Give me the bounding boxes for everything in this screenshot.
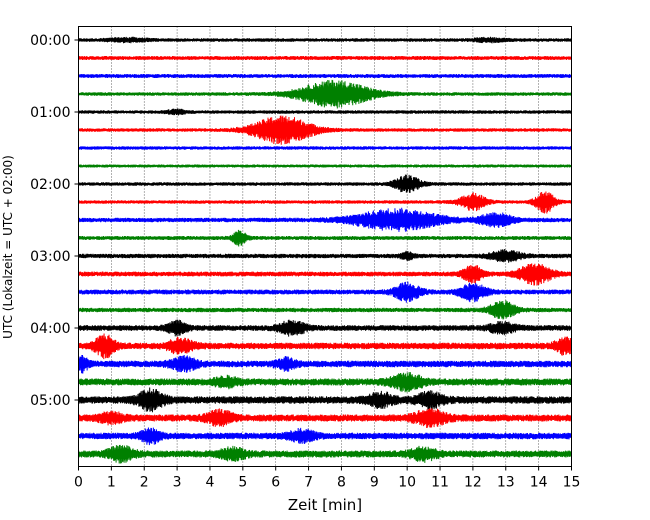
x-tick-label: 3 — [173, 475, 182, 491]
y-axis-ticks: 00:00 01:00 02:00 03:00 04:00 05:00 — [30, 33, 79, 409]
trace-row-0330 — [78, 281, 572, 303]
grid-lines — [111, 26, 539, 467]
x-tick-label: 0 — [74, 475, 83, 491]
trace-row-0400 — [78, 319, 572, 337]
trace-row-0245 — [78, 229, 572, 247]
x-tick-label: 6 — [271, 475, 280, 491]
x-tick-label: 1 — [107, 475, 116, 491]
y-tick-label: 05:00 — [30, 393, 70, 409]
x-tick-label: 10 — [398, 475, 416, 491]
trace-row-0500 — [78, 387, 572, 413]
trace-row-0200 — [78, 174, 572, 193]
trace-row-0230 — [78, 207, 572, 232]
trace-row-0545 — [78, 444, 572, 464]
trace-row-0130 — [78, 146, 572, 150]
x-tick-label: 11 — [431, 475, 449, 491]
x-tick-label: 7 — [304, 475, 313, 491]
x-tick-label: 5 — [238, 475, 247, 491]
x-axis-ticks: 0 1 2 3 4 5 6 7 8 9 10 11 12 13 14 15 — [74, 466, 581, 491]
trace-row-0100 — [78, 108, 572, 116]
x-tick-label: 14 — [530, 475, 548, 491]
trace-row-0445 — [78, 372, 572, 393]
trace-row-0530 — [78, 427, 572, 446]
trace-row-0515 — [78, 408, 572, 428]
y-axis-label: UTC (Lokalzeit = UTC + 02:00) — [1, 155, 15, 339]
trace-row-0215 — [78, 191, 572, 214]
x-tick-label: 13 — [497, 475, 515, 491]
trace-row-0000 — [78, 36, 572, 44]
trace-row-0030 — [78, 73, 572, 79]
x-tick-label: 15 — [563, 475, 581, 491]
x-tick-label: 8 — [337, 475, 346, 491]
trace-row-0430 — [78, 354, 572, 374]
plot-frame — [78, 26, 572, 467]
y-tick-label: 01:00 — [30, 105, 70, 121]
trace-series — [78, 36, 572, 464]
x-tick-label: 12 — [464, 475, 482, 491]
trace-row-0015 — [78, 55, 572, 61]
x-axis-label: Zeit [min] — [288, 496, 362, 514]
trace-row-0415 — [78, 333, 572, 360]
trace-row-0115 — [78, 115, 572, 145]
x-tick-label: 4 — [206, 475, 215, 491]
trace-row-0045 — [78, 79, 572, 109]
trace-row-0345 — [78, 300, 572, 320]
x-tick-label: 2 — [140, 475, 149, 491]
trace-row-0145 — [78, 164, 572, 168]
y-tick-label: 04:00 — [30, 321, 70, 337]
trace-row-0315 — [78, 263, 572, 286]
trace-row-0300 — [78, 249, 572, 263]
y-tick-label: 00:00 — [30, 33, 70, 49]
x-tick-label: 9 — [370, 475, 379, 491]
y-tick-label: 02:00 — [30, 177, 70, 193]
y-tick-label: 03:00 — [30, 249, 70, 265]
